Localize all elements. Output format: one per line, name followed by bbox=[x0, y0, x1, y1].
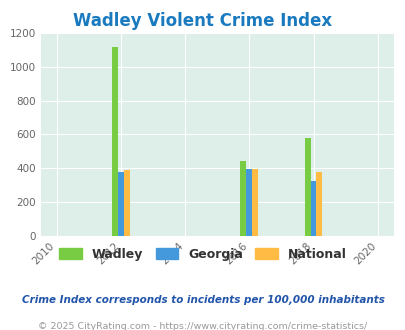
Bar bbox=[112, 48, 117, 236]
Bar bbox=[252, 169, 258, 236]
Bar bbox=[310, 181, 316, 236]
Text: Wadley Violent Crime Index: Wadley Violent Crime Index bbox=[73, 12, 332, 30]
Bar bbox=[124, 170, 129, 236]
Bar bbox=[304, 138, 310, 236]
Bar bbox=[240, 161, 246, 236]
Text: © 2025 CityRating.com - https://www.cityrating.com/crime-statistics/: © 2025 CityRating.com - https://www.city… bbox=[38, 322, 367, 330]
Bar bbox=[316, 172, 322, 236]
Legend: Wadley, Georgia, National: Wadley, Georgia, National bbox=[54, 243, 351, 266]
Text: Crime Index corresponds to incidents per 100,000 inhabitants: Crime Index corresponds to incidents per… bbox=[21, 295, 384, 305]
Bar bbox=[117, 172, 124, 236]
Bar bbox=[246, 169, 252, 236]
